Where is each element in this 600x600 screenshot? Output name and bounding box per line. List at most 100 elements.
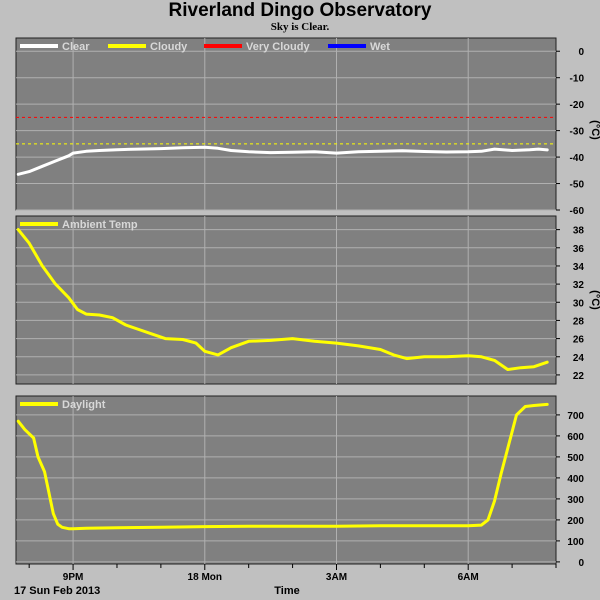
series-point-ambient-temp [150, 332, 154, 336]
series-point-daylight [379, 524, 382, 527]
series-point-clear [181, 146, 184, 149]
sky-status-text: Sky is Clear. [270, 21, 330, 33]
series-point-ambient-temp [335, 341, 338, 345]
series-point-daylight [499, 472, 503, 475]
series-point-clear [85, 150, 88, 153]
series-point-daylight [32, 436, 35, 440]
series-point-clear [546, 148, 549, 152]
series-point-ambient-temp [124, 323, 128, 327]
x-tick-label: 6AM [458, 572, 479, 583]
series-point-clear [67, 154, 70, 157]
series-point-ambient-temp [493, 359, 496, 362]
series-point-ambient-temp [506, 368, 509, 371]
series-point-daylight [291, 525, 294, 528]
series-point-daylight [17, 420, 20, 423]
y-tick-label: 32 [573, 280, 585, 291]
series-point-clear [203, 146, 206, 149]
y-tick-label: 0 [578, 47, 584, 58]
series-point-ambient-temp [247, 340, 250, 343]
series-point-ambient-temp [392, 353, 395, 357]
series-point-clear [335, 151, 338, 155]
series-point-ambient-temp [67, 296, 70, 299]
daylight-plot-area [15, 395, 557, 565]
y-tick-label: 36 [573, 244, 585, 255]
y-tick-label: -20 [570, 100, 585, 111]
series-point-ambient-temp [532, 365, 536, 368]
series-point-ambient-temp [41, 264, 44, 268]
daylight-panel: Daylight 700 600 500 400 300 200 100 0 [15, 395, 584, 569]
sky-y-unit-label: (°C) [589, 120, 600, 140]
daylight-legend: Daylight [20, 399, 106, 411]
ambient-temperature-panel: Ambient Temp 38 36 34 32 30 28 26 24 22 (°C) [15, 215, 600, 385]
ambient-plot-area [15, 215, 557, 385]
series-point-ambient-temp [467, 354, 470, 357]
series-point-daylight [546, 403, 549, 406]
series-point-clear [379, 150, 382, 153]
ambient-legend: Ambient Temp [20, 219, 138, 231]
legend-label-ambient-temp: Ambient Temp [62, 219, 138, 231]
series-point-daylight [524, 405, 527, 408]
series-point-clear [71, 151, 75, 155]
y-tick-label: 38 [573, 226, 585, 237]
legend-label-daylight: Daylight [62, 399, 106, 411]
series-point-clear [480, 150, 483, 153]
series-point-ambient-temp [216, 353, 220, 357]
y-tick-label: -30 [570, 127, 585, 138]
series-point-clear [510, 149, 514, 152]
series-point-clear [313, 150, 316, 153]
series-point-ambient-temp [85, 312, 88, 316]
legend-label-wet: Wet [370, 41, 390, 53]
series-line-clear [16, 145, 549, 176]
series-point-daylight [486, 518, 490, 522]
y-tick-label: 30 [573, 298, 585, 309]
series-point-daylight [47, 491, 51, 494]
series-point-ambient-temp [269, 339, 272, 342]
series-point-ambient-temp [445, 355, 448, 358]
series-point-clear [247, 150, 250, 153]
y-tick-label: 400 [567, 474, 584, 485]
series-point-ambient-temp [423, 355, 426, 358]
y-tick-label: -50 [570, 180, 585, 191]
series-point-ambient-temp [137, 328, 141, 331]
series-point-ambient-temp [519, 366, 523, 369]
y-tick-label: -40 [570, 153, 585, 164]
series-point-clear [28, 170, 31, 173]
series-point-ambient-temp [194, 341, 198, 345]
series-point-daylight [515, 413, 518, 417]
series-point-clear [401, 149, 404, 152]
series-point-daylight [85, 527, 88, 530]
series-point-clear [17, 173, 20, 176]
y-tick-label: 26 [573, 335, 585, 346]
y-tick-label: -10 [570, 74, 585, 85]
series-point-clear [467, 150, 470, 153]
series-point-daylight [506, 447, 509, 450]
series-point-ambient-temp [54, 282, 57, 286]
legend-label-very-cloudy: Very Cloudy [246, 41, 310, 53]
series-point-ambient-temp [546, 361, 549, 364]
series-point-clear [54, 159, 57, 163]
x-axis-ticks: 9PM 18 Mon 3AM 6AM [28, 564, 557, 583]
series-point-ambient-temp [405, 357, 408, 360]
series-point-ambient-temp [229, 346, 233, 349]
series-point-clear [357, 150, 360, 153]
series-point-clear [159, 147, 163, 150]
series-point-clear [229, 149, 233, 152]
series-point-clear [423, 150, 426, 153]
series-point-daylight [71, 527, 75, 530]
y-tick-label: -60 [570, 206, 585, 217]
y-tick-label: 34 [573, 262, 585, 273]
y-tick-label: 200 [567, 516, 584, 527]
date-label: 17 Sun Feb 2013 [14, 585, 100, 597]
series-point-daylight [203, 525, 206, 528]
series-point-clear [537, 147, 540, 151]
chart-title: Riverland Dingo Observatory [168, 0, 432, 21]
x-axis-title: Time [274, 585, 299, 597]
y-tick-label: 600 [567, 432, 584, 443]
series-point-clear [216, 147, 220, 150]
series-point-daylight [480, 523, 483, 527]
y-tick-label: 500 [567, 453, 584, 464]
series-point-daylight [115, 526, 119, 529]
series-point-daylight [532, 404, 536, 407]
series-point-ambient-temp [313, 340, 316, 343]
x-tick-label: 3AM [326, 572, 347, 583]
